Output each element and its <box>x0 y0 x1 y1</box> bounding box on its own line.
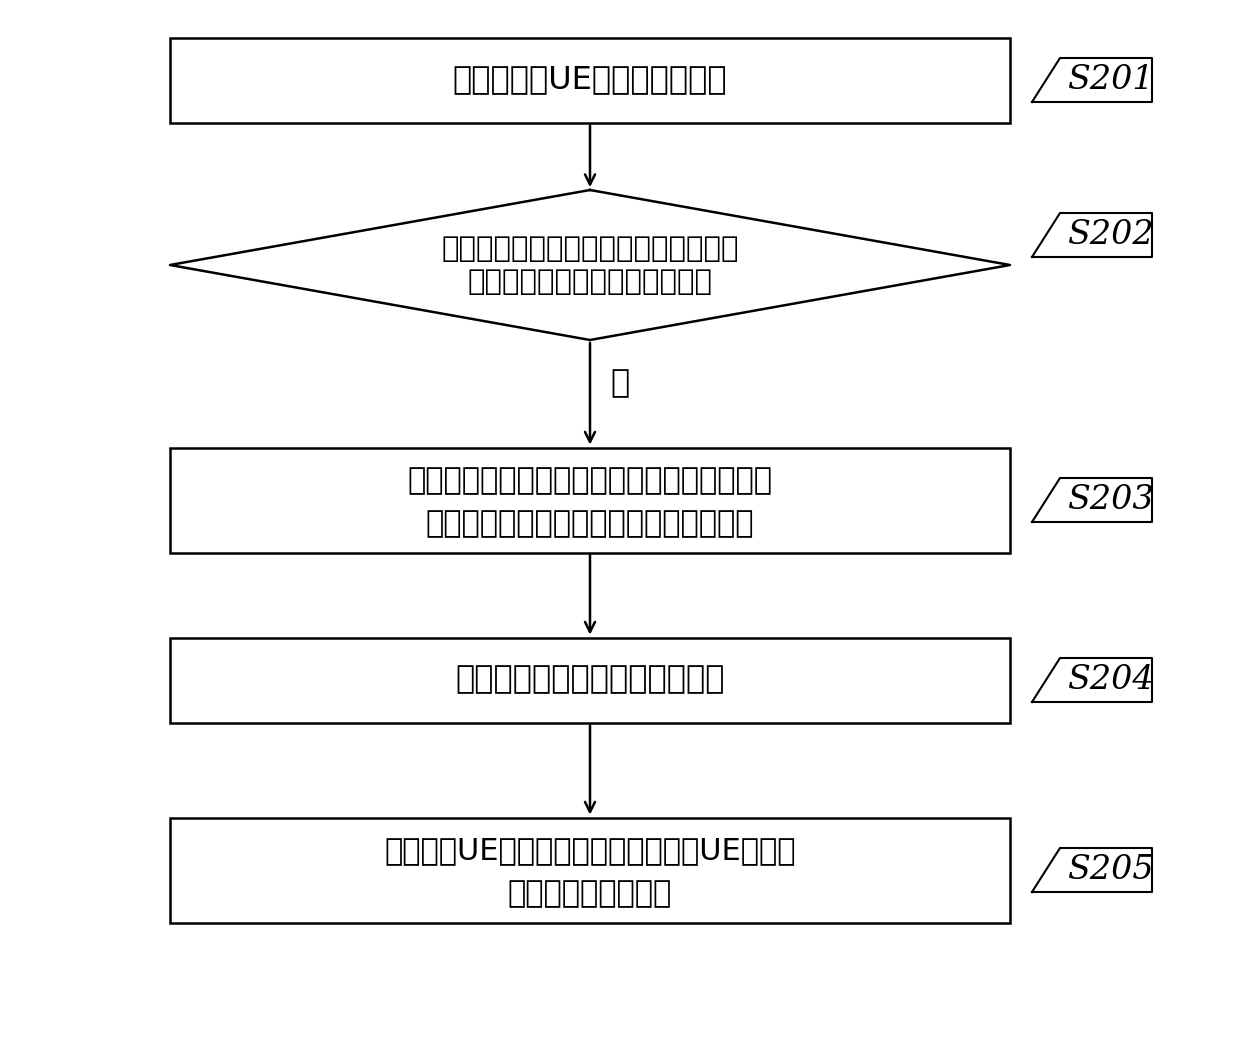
Polygon shape <box>1032 848 1152 893</box>
Text: S203: S203 <box>1066 484 1153 516</box>
Text: 际测量信息，从邻近小区中确定目标小区: 际测量信息，从邻近小区中确定目标小区 <box>425 510 754 538</box>
Text: S202: S202 <box>1066 219 1153 251</box>
Text: 小区切换至目标小区: 小区切换至目标小区 <box>508 880 672 909</box>
Text: S205: S205 <box>1066 854 1153 886</box>
Polygon shape <box>1032 658 1152 702</box>
Text: 微基站向UE发送小区切换命令，使得UE从服务: 微基站向UE发送小区切换命令，使得UE从服务 <box>384 836 796 865</box>
Bar <box>170 37 1011 123</box>
Text: 是: 是 <box>610 368 630 399</box>
Text: S204: S204 <box>1066 664 1153 696</box>
Bar <box>170 818 1011 923</box>
Polygon shape <box>1032 478 1152 522</box>
Polygon shape <box>1032 58 1152 102</box>
Bar <box>170 638 1011 722</box>
Text: 微基站接收UE上报的测量信息: 微基站接收UE上报的测量信息 <box>453 64 728 96</box>
Text: 微基站判断实际测量信息集合中是否存: 微基站判断实际测量信息集合中是否存 <box>441 235 739 263</box>
Text: S201: S201 <box>1066 64 1153 96</box>
Text: 微基站与目标基站进行切换协商: 微基站与目标基站进行切换协商 <box>455 665 724 695</box>
Text: 在实际测量信息与测量信息匹配: 在实际测量信息与测量信息匹配 <box>467 267 713 295</box>
Text: 微基站根据测量信息，或与测量信息匹配的实: 微基站根据测量信息，或与测量信息匹配的实 <box>408 467 773 496</box>
Bar <box>170 448 1011 553</box>
Polygon shape <box>170 190 1011 340</box>
Polygon shape <box>1032 213 1152 257</box>
